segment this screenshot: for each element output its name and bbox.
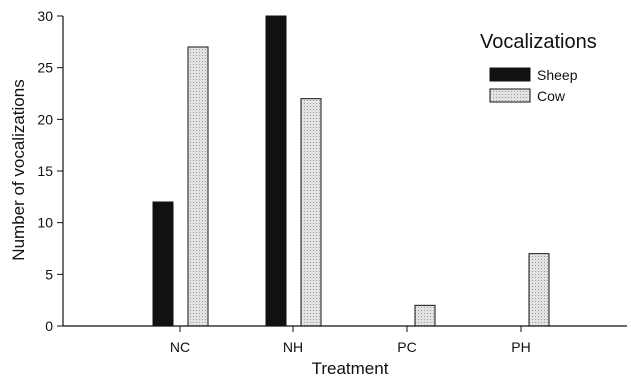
y-tick-label: 5 — [45, 266, 53, 282]
legend-title: Vocalizations — [480, 31, 597, 53]
legend-items: Sheep Cow — [489, 67, 578, 104]
x-tick-label: NH — [283, 339, 303, 355]
bar-cow-nh — [300, 98, 322, 327]
legend-label-sheep: Sheep — [537, 67, 578, 83]
y-tick-label: 30 — [37, 8, 53, 24]
bar-sheep-nc — [152, 201, 174, 327]
y-tick-label: 25 — [37, 60, 53, 76]
x-tick-label: PH — [511, 339, 530, 355]
y-tick-label: 20 — [37, 111, 53, 127]
legend: Vocalizations Sheep Cow — [480, 31, 597, 104]
y-tick-label: 15 — [37, 163, 53, 179]
bar-sheep-nh — [265, 15, 287, 327]
bar-cow-nc — [187, 46, 209, 327]
y-tick-label: 0 — [45, 318, 53, 334]
legend-label-cow: Cow — [537, 88, 566, 104]
y-axis: 0 5 10 15 20 25 30 — [37, 8, 64, 334]
x-axis: NC NH PC PH — [63, 325, 627, 355]
x-axis-title: Treatment — [312, 359, 389, 378]
x-tick-label: NC — [170, 339, 190, 355]
bar-cow-ph — [528, 253, 550, 327]
legend-swatch-cow — [489, 88, 531, 103]
bar-cow-pc — [414, 304, 436, 327]
bars-group — [152, 15, 550, 327]
y-tick-label: 10 — [37, 215, 53, 231]
y-axis-title: Number of vocalizations — [9, 79, 28, 260]
x-tick-label: PC — [397, 339, 416, 355]
legend-swatch-sheep — [489, 67, 531, 82]
